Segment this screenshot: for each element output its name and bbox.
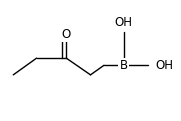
Text: B: B: [120, 59, 128, 72]
Text: O: O: [62, 28, 71, 41]
Text: OH: OH: [155, 59, 173, 72]
Text: OH: OH: [115, 16, 133, 29]
